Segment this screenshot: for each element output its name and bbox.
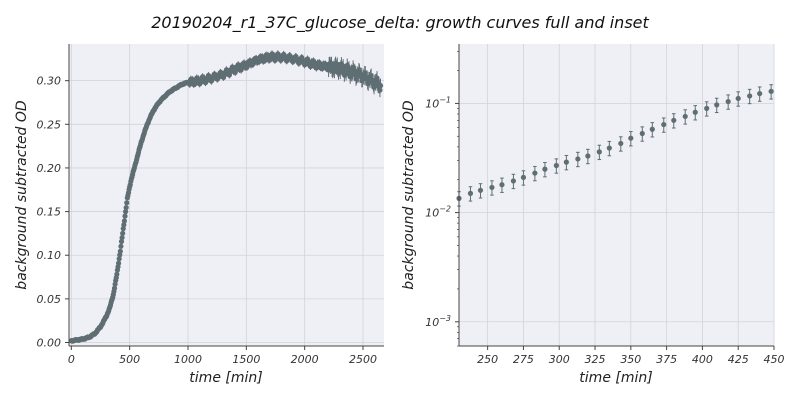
- full-x-tick-label: 1000: [174, 353, 202, 366]
- inset-data-point: [768, 88, 774, 94]
- full-data-point: [377, 83, 384, 89]
- inset-data-point: [489, 184, 495, 191]
- inset-data-point: [639, 130, 645, 137]
- inset-data-point: [542, 166, 548, 172]
- inset-data-point: [704, 105, 710, 112]
- full-data-point: [121, 222, 127, 228]
- inset-x-tick-label: 325: [585, 353, 606, 366]
- inset-data-point: [618, 140, 624, 147]
- inset-growth-panel: 250 275 300 325 350 375 400 425 45010−310−210−1 …: [401, 44, 785, 386]
- inset-tick-labels: 250 275 300 325 350 375 400 425 450 10−3 10−2 10−1: [425, 50, 785, 366]
- full-data-point: [117, 248, 123, 254]
- inset-x-tick-label: 400: [692, 353, 713, 366]
- full-y-tick-label: 0.15: [37, 206, 62, 219]
- inset-data-point: [649, 126, 655, 132]
- inset-x-tick-label: 375: [656, 353, 677, 366]
- full-data-point: [120, 230, 126, 236]
- full-data-point: [111, 285, 118, 291]
- full-growth-panel: 0 500 1000 1500 2000 2500 0.00 0.05 0.10 0.15 0.20…: [14, 44, 384, 386]
- inset-x-tick-label: 350: [620, 353, 641, 366]
- inset-data-point: [757, 90, 763, 97]
- inset-data-point: [477, 187, 484, 193]
- figure-title: 20190204_r1_37C_glucose_delta: growth cu…: [151, 13, 649, 33]
- inset-data-point: [510, 178, 517, 184]
- full-data-series: [68, 50, 384, 344]
- inset-data-point: [532, 170, 538, 176]
- inset-x-tick-label: 300: [549, 353, 570, 366]
- full-data-point: [118, 243, 124, 249]
- full-x-axis-label: time [min]: [189, 370, 262, 386]
- inset-data-point: [725, 98, 731, 105]
- full-y-tick-label: 0.30: [37, 75, 62, 88]
- full-x-tick-label: 500: [119, 353, 140, 366]
- inset-gridlines: [459, 44, 775, 346]
- inset-data-point: [467, 190, 474, 196]
- inset-data-point: [575, 156, 581, 162]
- full-plot-area: [69, 44, 384, 346]
- inset-data-point: [499, 182, 505, 188]
- inset-y-tick-label: 10−2: [425, 205, 451, 220]
- inset-data-point: [671, 117, 677, 123]
- full-data-point: [116, 256, 122, 262]
- inset-data-point: [735, 95, 741, 102]
- inset-x-axis-label: time [min]: [579, 370, 652, 386]
- inset-data-point: [714, 102, 720, 108]
- full-data-point: [119, 235, 125, 241]
- full-x-tick-label: 0: [68, 353, 75, 366]
- full-y-tick-label: 0.05: [37, 293, 62, 306]
- full-data-point: [124, 200, 130, 206]
- full-x-tick-label: 2000: [291, 353, 319, 366]
- full-x-tick-label: 2500: [349, 353, 377, 366]
- full-data-point: [115, 260, 122, 266]
- full-data-point: [120, 226, 126, 232]
- full-data-point: [123, 204, 129, 211]
- inset-data-point: [520, 174, 527, 181]
- full-y-tick-label: 0.00: [37, 337, 62, 350]
- inset-data-point: [596, 149, 602, 155]
- inset-y-tick-label: 10−1: [425, 95, 451, 110]
- full-gridlines: [69, 44, 384, 346]
- full-tick-labels: 0 500 1000 1500 2000 2500 0.00 0.05 0.10 0.15 0.20…: [37, 75, 378, 366]
- full-data-point: [121, 218, 128, 224]
- full-data-point: [122, 213, 128, 219]
- inset-plot-area: [459, 44, 774, 346]
- inset-x-tick-label: 425: [728, 353, 749, 366]
- inset-x-tick-label: 275: [513, 353, 534, 366]
- inset-data-point: [747, 93, 753, 99]
- inset-data-point: [553, 162, 559, 169]
- inset-x-tick-label: 250: [477, 353, 498, 366]
- full-data-point: [114, 271, 120, 277]
- full-x-tick-label: 1500: [232, 353, 260, 366]
- full-data-point: [122, 209, 129, 215]
- inset-data-point: [682, 113, 688, 120]
- full-y-tick-label: 0.10: [37, 249, 62, 262]
- inset-data-point: [628, 135, 634, 141]
- inset-data-point: [563, 159, 569, 165]
- full-y-tick-label: 0.25: [37, 118, 62, 131]
- inset-x-tick-label: 450: [764, 353, 785, 366]
- full-data-point: [118, 238, 125, 245]
- inset-data-point: [606, 145, 612, 151]
- inset-data-series: [456, 84, 774, 207]
- inset-y-axis-label: background subtracted OD: [401, 100, 417, 290]
- inset-y-tick-label: 10−3: [425, 314, 451, 329]
- inset-data-point: [661, 121, 667, 128]
- full-data-point: [377, 87, 383, 93]
- inset-data-point: [585, 153, 591, 159]
- inset-data-point: [692, 109, 698, 115]
- full-y-tick-label: 0.20: [37, 162, 62, 175]
- full-y-axis-label: background subtracted OD: [14, 100, 30, 290]
